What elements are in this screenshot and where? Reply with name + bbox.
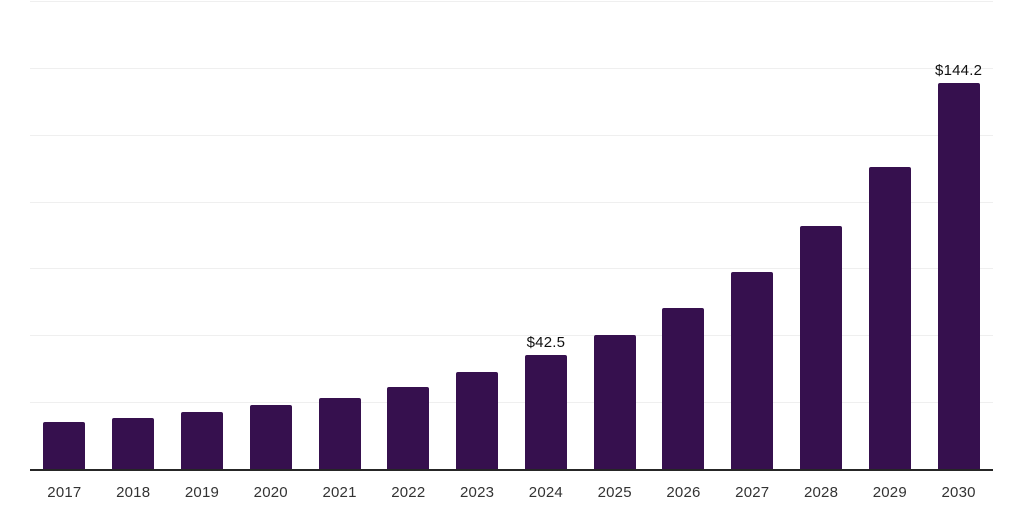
gridline-175 bbox=[30, 1, 993, 2]
bar-2021[interactable] bbox=[318, 397, 361, 469]
x-tick-label-2021: 2021 bbox=[322, 484, 357, 501]
x-axis-labels: 2017 2018 2019 2020 2021 2022 2023 2024 2025 2026… bbox=[30, 483, 993, 505]
bar-slot-2028 bbox=[787, 1, 856, 469]
bar-slot-2022 bbox=[374, 1, 443, 469]
bar-2028[interactable] bbox=[800, 226, 843, 469]
gridline-100 bbox=[30, 201, 993, 203]
x-tick-label-2027: 2027 bbox=[735, 484, 770, 501]
bar-2022[interactable] bbox=[387, 386, 430, 469]
x-tick-label-2028: 2028 bbox=[803, 484, 839, 501]
bar-slot-2025 bbox=[580, 1, 649, 469]
x-tick-label-2022: 2022 bbox=[391, 484, 426, 501]
bar-slot-2023 bbox=[443, 1, 512, 469]
x-tick-label-2029: 2029 bbox=[872, 484, 907, 501]
bar-slot-2019 bbox=[168, 1, 237, 469]
bar-2017[interactable] bbox=[43, 422, 86, 469]
x-tick-label-2017: 2017 bbox=[47, 484, 82, 501]
bar-2023[interactable] bbox=[456, 372, 499, 469]
bar-2030[interactable] bbox=[937, 83, 980, 469]
plot-area: $42.5 $144.2 bbox=[30, 1, 993, 471]
x-tick-label-2026: 2026 bbox=[666, 484, 701, 501]
bar-slot-2018 bbox=[99, 1, 168, 469]
bar-2020[interactable] bbox=[249, 404, 292, 469]
x-tick-label-2020: 2020 bbox=[253, 484, 288, 501]
bar-2018[interactable] bbox=[112, 417, 155, 469]
gridline-75 bbox=[30, 268, 993, 270]
bar-2019[interactable] bbox=[180, 411, 223, 469]
bar-slot-2024: $42.5 bbox=[512, 1, 581, 469]
x-tick-label-2024: 2024 bbox=[528, 484, 563, 501]
bar-2027[interactable] bbox=[731, 272, 774, 469]
bar-2026[interactable] bbox=[662, 308, 705, 469]
data-label-2030: $144.2 bbox=[935, 62, 983, 80]
bar-slot-2029 bbox=[855, 1, 924, 469]
gridline-25 bbox=[30, 402, 993, 404]
gridline-50 bbox=[30, 335, 993, 337]
x-tick-label-2023: 2023 bbox=[460, 484, 495, 501]
x-tick-label-2030: 2030 bbox=[941, 484, 976, 501]
gridline-125 bbox=[30, 134, 993, 136]
x-tick-label-2019: 2019 bbox=[184, 484, 220, 501]
bar-slot-2030: $144.2 bbox=[924, 1, 993, 469]
x-tick-label-2018: 2018 bbox=[116, 484, 151, 501]
bar-slot-2017 bbox=[30, 1, 99, 469]
bar-2024[interactable] bbox=[524, 355, 567, 469]
bar-slot-2020 bbox=[236, 1, 305, 469]
gridline-150 bbox=[30, 67, 993, 69]
bar-slot-2021 bbox=[305, 1, 374, 469]
bar-slot-2026 bbox=[649, 1, 718, 469]
x-tick-label-2025: 2025 bbox=[597, 484, 632, 501]
bar-2029[interactable] bbox=[868, 166, 911, 469]
bar-2025[interactable] bbox=[593, 334, 636, 469]
data-label-2024: $42.5 bbox=[526, 334, 566, 352]
bar-slot-2027 bbox=[718, 1, 787, 469]
